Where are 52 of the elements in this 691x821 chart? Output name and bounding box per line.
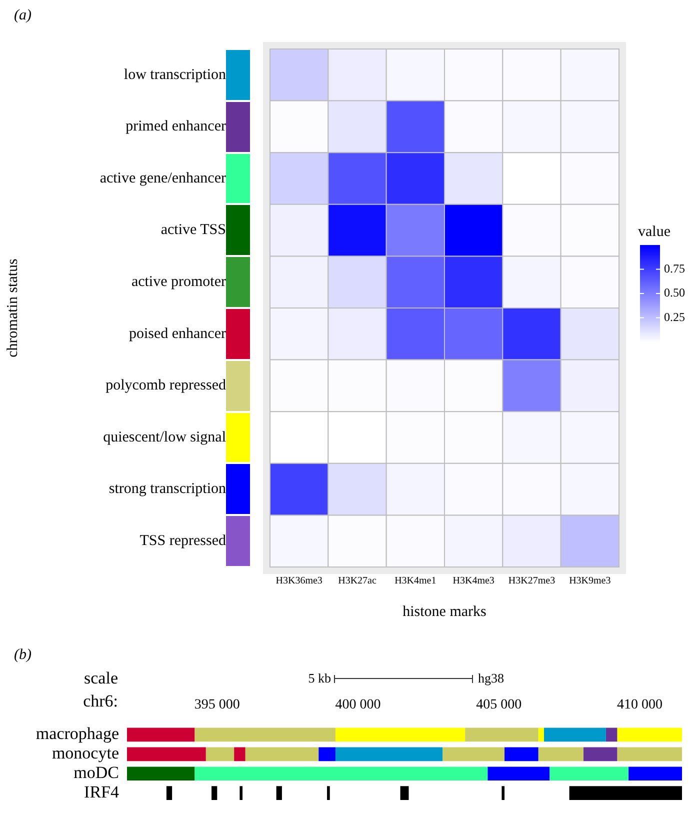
color-bar-label: 0.75 bbox=[664, 261, 685, 276]
bar bbox=[538, 747, 584, 762]
text: (b) bbox=[14, 646, 32, 663]
y-tick-label: poised enhancer bbox=[128, 326, 226, 342]
x-tick-label: H3K27ac bbox=[338, 576, 377, 587]
x-tick-label: H3K4me3 bbox=[452, 576, 494, 587]
y-tick-label: macrophage bbox=[36, 724, 119, 744]
legend-title: value bbox=[638, 224, 671, 240]
y-tick-label: quiescent/low signal bbox=[103, 429, 226, 446]
bar bbox=[550, 766, 628, 781]
bar bbox=[583, 747, 618, 762]
bar bbox=[127, 766, 195, 781]
color-bar-label: 0.50 bbox=[664, 286, 685, 300]
text: (a) bbox=[14, 7, 32, 24]
x-tick-label: 410 000 bbox=[616, 697, 662, 712]
text: 5 kb bbox=[308, 670, 331, 686]
y-tick-label: monocyte bbox=[52, 744, 119, 763]
x-tick-label: 395 000 bbox=[194, 697, 240, 712]
y-tick-label: strong transcription bbox=[108, 481, 226, 498]
color-bar-label: 0.25 bbox=[664, 310, 685, 324]
x-axis-title: chr6: bbox=[83, 691, 118, 710]
bar bbox=[544, 728, 606, 742]
bar bbox=[245, 747, 319, 762]
bar bbox=[628, 766, 682, 781]
bar bbox=[127, 747, 206, 762]
x-axis-title: histone marks bbox=[402, 604, 487, 620]
bar bbox=[206, 747, 234, 762]
y-tick-label: polycomb repressed bbox=[106, 378, 226, 394]
bar bbox=[194, 766, 488, 781]
text: hg38 bbox=[478, 670, 504, 686]
y-tick-label: primed enhancer bbox=[126, 118, 226, 135]
text: scale bbox=[84, 668, 118, 688]
x-tick-label: H3K27me3 bbox=[508, 576, 556, 587]
bar bbox=[194, 728, 336, 742]
x-tick-label: 405 000 bbox=[476, 697, 522, 712]
y-tick-label: active gene/enhancer bbox=[100, 170, 226, 186]
y-tick-label: active TSS bbox=[160, 222, 226, 238]
bar bbox=[127, 728, 195, 742]
y-tick-label: active promoter bbox=[131, 274, 226, 290]
y-tick-label: low transcription bbox=[124, 66, 226, 83]
x-tick-label: H3K4me1 bbox=[394, 576, 436, 587]
x-tick-label: H3K9me3 bbox=[569, 576, 611, 587]
bar bbox=[335, 747, 443, 762]
y-axis-title: chromatin status bbox=[4, 258, 21, 358]
y-tick-label: moDC bbox=[74, 763, 119, 782]
y-tick-label: TSS repressed bbox=[140, 533, 226, 550]
bar bbox=[617, 747, 682, 762]
bar bbox=[465, 728, 538, 742]
x-tick-label: H3K36me3 bbox=[276, 576, 322, 587]
x-tick-label: 400 000 bbox=[335, 697, 381, 712]
y-tick-label: IRF4 bbox=[84, 782, 120, 802]
bar bbox=[318, 747, 336, 762]
